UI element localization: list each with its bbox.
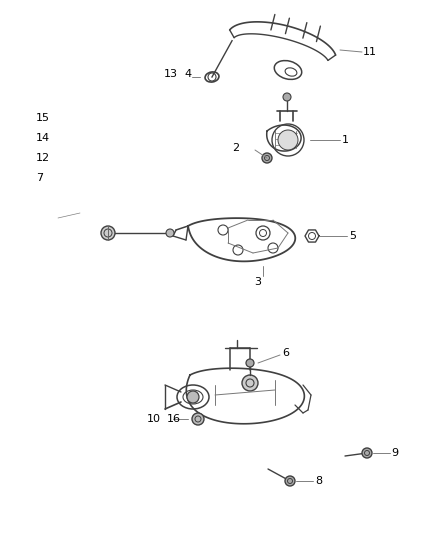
Text: 7: 7 [36,173,43,183]
Text: 8: 8 [315,476,322,486]
Text: 1: 1 [342,135,349,145]
Circle shape [101,226,115,240]
Text: 16: 16 [167,414,181,424]
Text: 4: 4 [184,69,191,79]
Circle shape [246,359,254,367]
Circle shape [362,448,372,458]
Circle shape [283,93,291,101]
Text: 13: 13 [164,69,178,79]
Circle shape [285,476,295,486]
Text: 5: 5 [349,231,356,241]
Circle shape [192,413,204,425]
Text: 3: 3 [254,277,261,287]
Text: 12: 12 [36,153,50,163]
Circle shape [262,153,272,163]
Circle shape [242,375,258,391]
Circle shape [187,391,199,403]
Text: 10: 10 [147,414,161,424]
Circle shape [166,229,174,237]
Text: 2: 2 [232,143,239,153]
Text: 9: 9 [391,448,398,458]
Circle shape [278,130,298,150]
Text: 11: 11 [363,47,377,57]
Text: 6: 6 [282,348,289,358]
Text: 15: 15 [36,113,50,123]
Text: 14: 14 [36,133,50,143]
